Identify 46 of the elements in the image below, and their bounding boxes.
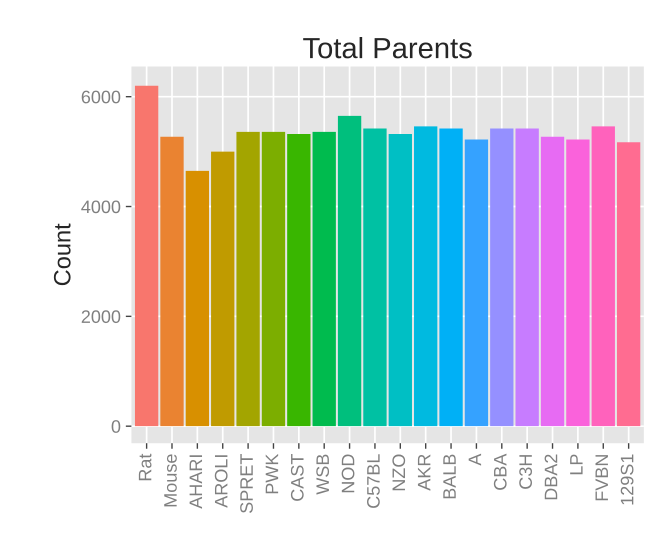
bar: [388, 134, 412, 426]
bar: [616, 142, 640, 426]
x-tick-label: SPRET: [240, 454, 253, 513]
y-tick-label: 2000: [82, 310, 120, 324]
x-tick-label: Rat: [138, 454, 152, 480]
x-tick-label: BALB: [443, 454, 456, 498]
x-tick-label: WSB: [316, 454, 330, 495]
bar: [338, 116, 362, 426]
bar: [540, 136, 564, 426]
x-tick-label: CAST: [290, 454, 304, 501]
bar: [134, 86, 158, 426]
bar: [515, 128, 539, 426]
x-tick-label: AKR: [418, 454, 430, 491]
bar: [211, 152, 234, 426]
y-tick-label: 0: [112, 420, 120, 433]
x-tick-label: AHARI: [190, 455, 202, 509]
bar: [363, 128, 387, 426]
x-tick-label: CBA: [494, 454, 507, 490]
x-tick-label: C57BL: [367, 454, 380, 508]
x-tick-label: C3H: [519, 455, 532, 489]
bar: [312, 132, 336, 426]
bar: [592, 126, 615, 426]
x-tick-label: NOD: [342, 454, 354, 492]
x-tick-label: LP: [570, 454, 583, 474]
y-axis-title: Count: [54, 224, 71, 286]
bar: [439, 128, 463, 426]
bar: [490, 128, 514, 426]
bar: [236, 132, 260, 426]
x-tick-label: AROLI: [214, 455, 228, 508]
x-tick-label: A: [468, 454, 482, 466]
bar: [566, 140, 590, 426]
chart-title: Total Parents: [303, 37, 472, 58]
x-tick-label: DBA2: [544, 454, 558, 500]
x-tick-label: PWK: [266, 454, 278, 494]
bar: [186, 170, 210, 426]
bar: [262, 132, 286, 426]
bar: [160, 136, 184, 426]
x-tick-label: NZO: [392, 454, 406, 490]
y-tick-label: 4000: [81, 200, 120, 214]
bar: [287, 134, 311, 426]
x-tick-label: FVBN: [596, 455, 608, 500]
bar: [414, 126, 438, 426]
bar: [464, 140, 488, 426]
y-tick-label: 6000: [82, 90, 120, 104]
x-tick-label: Mouse: [164, 454, 177, 506]
x-tick-label: 129S1: [620, 454, 634, 504]
